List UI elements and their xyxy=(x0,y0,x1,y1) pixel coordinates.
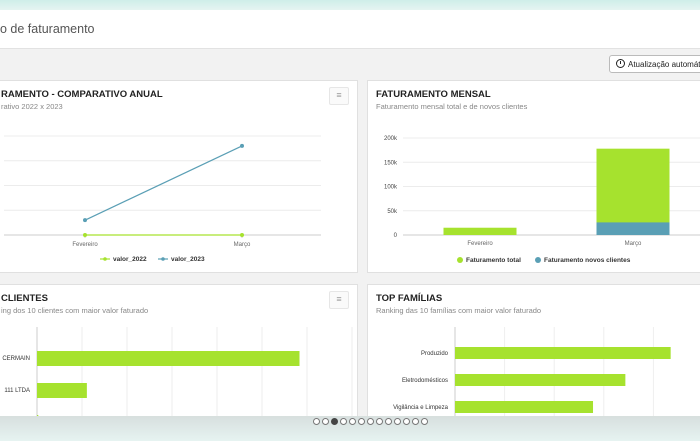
x-tick-label: Março xyxy=(625,241,642,247)
pager-dot[interactable] xyxy=(358,418,365,425)
category-label: CERMAIN xyxy=(2,356,30,362)
page-header: o de faturamento xyxy=(0,10,700,49)
y-tick-label: 100k xyxy=(384,185,398,191)
pager-dot[interactable] xyxy=(412,418,419,425)
panel-subtitle: ing dos 10 clientes com maior valor fatu… xyxy=(1,306,149,315)
bar-novos xyxy=(596,222,670,235)
panel-subtitle: rativo 2022 x 2023 xyxy=(1,102,63,111)
menu-icon: ≡ xyxy=(336,294,342,304)
category-label: Eletrodomésticos xyxy=(402,378,448,384)
line-chart: Fevereiro Março valor_2022 valor_2023 xyxy=(4,135,321,263)
pager-dot[interactable] xyxy=(421,418,428,425)
panel-subtitle: Faturamento mensal total e de novos clie… xyxy=(376,102,528,111)
pager-dot[interactable] xyxy=(367,418,374,425)
bar-total xyxy=(596,148,670,235)
pager-dots xyxy=(313,418,428,426)
pager-dot[interactable] xyxy=(340,418,347,425)
clock-icon xyxy=(616,59,625,68)
legend-marker xyxy=(535,257,541,263)
panel-title: TOP FAMÍLIAS xyxy=(376,293,443,304)
y-tick-label: 50k xyxy=(387,209,398,215)
panel-title: FATURAMENTO MENSAL xyxy=(376,89,491,100)
bar xyxy=(455,401,594,413)
pager-dot[interactable] xyxy=(322,418,329,425)
panel-title: CLIENTES xyxy=(1,293,48,304)
auto-update-button[interactable]: Atualização automática xyxy=(609,55,700,73)
x-tick-label: Fevereiro xyxy=(72,242,98,248)
bar xyxy=(455,347,671,359)
category-label: Produzido xyxy=(421,351,449,357)
pager-dot[interactable] xyxy=(349,418,356,425)
data-point xyxy=(83,218,87,223)
bar-total xyxy=(443,227,517,235)
pager-dot[interactable] xyxy=(376,418,383,425)
panel-menu-button[interactable]: ≡ xyxy=(329,87,349,105)
panel-subtitle: Ranking das 10 famílias com maior valor … xyxy=(376,306,542,315)
legend-label: valor_2022 xyxy=(113,256,147,263)
pager-dot[interactable] xyxy=(331,418,338,425)
legend-label: Faturamento total xyxy=(466,257,521,264)
x-tick-label: Março xyxy=(234,242,251,248)
pager-dot[interactable] xyxy=(403,418,410,425)
bar xyxy=(37,351,300,366)
legend-marker xyxy=(457,257,463,263)
y-tick-label: 150k xyxy=(384,160,398,166)
clientes-panel: CLIENTES ing dos 10 clientes com maior v… xyxy=(0,284,358,424)
familias-bar-chart: Produzido Eletrodomésticos Vigilância e Li… xyxy=(393,327,671,423)
comparativo-anual-panel: RAMENTO - COMPARATIVO ANUAL rativo 2022 … xyxy=(0,80,358,273)
page-title: o de faturamento xyxy=(0,22,95,36)
pager-dot[interactable] xyxy=(394,418,401,425)
bar xyxy=(37,383,87,398)
pager-dot[interactable] xyxy=(385,418,392,425)
dashboard-page: o de faturamento Atualização automática … xyxy=(0,10,700,424)
data-point xyxy=(240,143,244,148)
stacked-bar-chart: 0 50k 100k 150k 200k Fevereiro Março Faturament… xyxy=(384,136,700,264)
category-label: 111 LTDA xyxy=(4,388,30,394)
legend-label: Faturamento novos clientes xyxy=(544,257,631,264)
auto-update-label: Atualização automática xyxy=(628,60,700,69)
legend-marker xyxy=(103,257,107,261)
legend-label: valor_2023 xyxy=(171,256,205,263)
data-point xyxy=(83,233,87,237)
y-tick-label: 0 xyxy=(394,233,398,239)
y-tick-label: 200k xyxy=(384,136,398,142)
top-familias-panel: TOP FAMÍLIAS Ranking das 10 famílias com… xyxy=(367,284,700,424)
x-tick-label: Fevereiro xyxy=(467,241,493,247)
panel-menu-button[interactable]: ≡ xyxy=(329,291,349,309)
pager-dot[interactable] xyxy=(313,418,320,425)
faturamento-mensal-panel: FATURAMENTO MENSAL Faturamento mensal to… xyxy=(367,80,700,273)
data-point xyxy=(240,233,244,237)
legend-marker xyxy=(161,257,165,261)
menu-icon: ≡ xyxy=(336,90,342,100)
series-line-valor_2023 xyxy=(84,145,243,221)
category-label: Vigilância e Limpeza xyxy=(393,405,449,411)
panel-title: RAMENTO - COMPARATIVO ANUAL xyxy=(1,89,163,100)
bar xyxy=(455,374,626,386)
